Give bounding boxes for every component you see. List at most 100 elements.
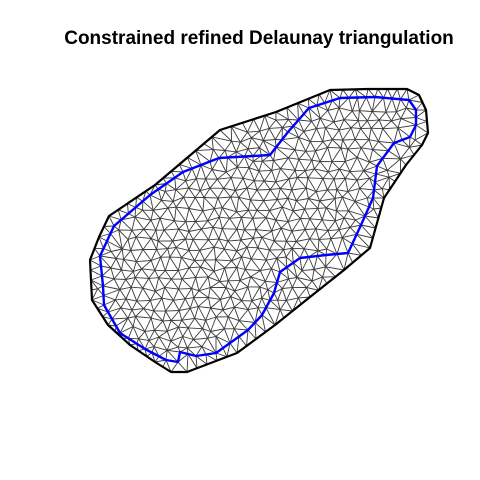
mesh-edge — [317, 207, 327, 209]
mesh-edge — [325, 127, 340, 131]
mesh-edge — [378, 141, 389, 152]
mesh-edge — [269, 299, 281, 310]
mesh-edge — [150, 310, 155, 319]
mesh-edge — [265, 280, 278, 283]
mesh-edge — [142, 238, 152, 250]
mesh-edge — [308, 198, 319, 209]
mesh-edge — [211, 157, 220, 170]
mesh-edge — [193, 297, 199, 307]
mesh-edge — [202, 208, 215, 212]
mesh-edge — [327, 229, 340, 232]
mesh-edge — [253, 180, 258, 191]
mesh-edge — [250, 189, 258, 201]
mesh-edge — [333, 107, 340, 123]
mesh-edge — [391, 118, 402, 122]
mesh-edge — [120, 269, 127, 280]
mesh-edge — [223, 248, 232, 262]
mesh-edge — [363, 170, 377, 175]
mesh-edge — [182, 171, 187, 182]
mesh-edge — [304, 248, 319, 252]
mesh-edge — [320, 117, 334, 123]
mesh-edge — [225, 280, 229, 288]
mesh-edge — [135, 228, 145, 238]
mesh-edge — [248, 161, 254, 168]
mesh-edge — [189, 266, 201, 269]
mesh-edge — [99, 255, 117, 259]
mesh-edge — [175, 180, 186, 191]
mesh-edge — [325, 266, 345, 271]
mesh-edge — [275, 206, 283, 221]
mesh-edge — [374, 181, 383, 190]
mesh-edge — [306, 280, 313, 288]
mesh-edge — [286, 266, 298, 278]
mesh-edge — [338, 119, 345, 131]
mesh-edge — [350, 224, 362, 228]
mesh-edge — [256, 189, 265, 201]
mesh-edge — [359, 187, 375, 191]
mesh-edge — [148, 336, 160, 342]
mesh-edge — [331, 161, 340, 170]
mesh-edge — [125, 287, 132, 300]
mesh-edge — [366, 120, 372, 129]
mesh-edge — [409, 144, 423, 148]
mesh-edge — [259, 286, 268, 291]
mesh-edge — [188, 239, 194, 251]
mesh-edge — [135, 316, 146, 332]
mesh-edge — [275, 168, 281, 183]
mesh-edge — [263, 199, 278, 202]
mesh-edge — [209, 287, 221, 300]
mesh-edge — [110, 251, 117, 259]
mesh-edge — [144, 340, 150, 350]
mesh-edge — [291, 177, 298, 191]
mesh-edge — [159, 218, 165, 231]
mesh-edge — [378, 111, 387, 121]
mesh-edge — [205, 307, 212, 321]
mesh-edge — [261, 289, 269, 299]
mesh-edge — [286, 107, 289, 120]
mesh-edge — [360, 120, 368, 129]
mesh-edge — [194, 250, 201, 261]
mesh-edge — [343, 210, 349, 219]
mesh-edge — [343, 119, 359, 122]
mesh-edge — [330, 229, 340, 240]
mesh-edge — [325, 266, 336, 278]
mesh-edge — [200, 266, 209, 278]
mesh-edge — [281, 139, 296, 151]
mesh-edge — [131, 309, 136, 317]
mesh-edge — [382, 120, 392, 130]
mesh-edge — [259, 147, 271, 156]
mesh-edge — [298, 151, 307, 160]
mesh-edge — [197, 306, 206, 321]
mesh-edge — [187, 327, 194, 340]
mesh-edge — [154, 330, 160, 338]
mesh-edge — [397, 127, 403, 141]
mesh-edge — [308, 256, 315, 270]
mesh-edge — [313, 266, 326, 270]
mesh-edge — [188, 208, 203, 212]
mesh-edge — [182, 336, 194, 340]
mesh-edge — [158, 277, 172, 280]
mesh-edge — [287, 189, 293, 199]
mesh-edge — [281, 288, 287, 301]
mesh-edge — [357, 97, 360, 111]
mesh-edge — [415, 117, 428, 122]
mesh-edge — [154, 277, 160, 292]
mesh-edge — [341, 196, 349, 211]
mesh-edge — [300, 218, 306, 230]
mesh-edge — [327, 100, 333, 111]
mesh-edge — [292, 200, 297, 212]
mesh-edge — [282, 287, 293, 289]
mesh-edge — [207, 208, 215, 222]
mesh-edge — [309, 141, 316, 152]
mesh-edge — [230, 126, 241, 143]
mesh-edge — [246, 247, 252, 259]
mesh-edge — [187, 353, 198, 369]
mesh-edge — [130, 250, 137, 262]
mesh-edge — [327, 147, 333, 162]
mesh-edge — [309, 228, 317, 240]
mesh-edge — [306, 287, 319, 291]
mesh-edge — [97, 304, 105, 309]
mesh-edge — [158, 270, 166, 279]
mesh-edge — [123, 259, 134, 272]
mesh-edge — [141, 260, 152, 270]
